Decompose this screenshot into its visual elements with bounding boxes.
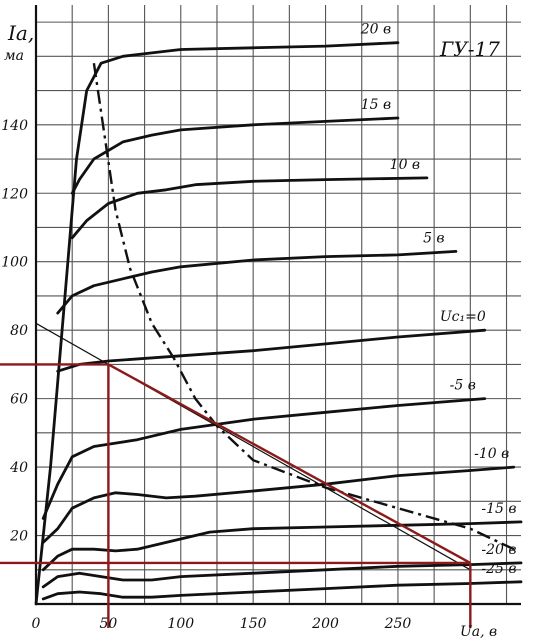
y-tick-label: 120 — [1, 186, 28, 202]
series-label: Uс₁=0 — [440, 309, 486, 325]
series-label: -15 в — [481, 501, 516, 517]
axes — [34, 5, 521, 606]
x-tick-label: 100 — [167, 616, 194, 632]
series-line — [56, 328, 487, 373]
x-tick-label: 150 — [240, 616, 267, 632]
y-axis-label: Ia, — [7, 21, 34, 45]
series-line — [34, 41, 400, 606]
y-tick-label: 20 — [9, 529, 28, 545]
series-line — [56, 250, 458, 315]
series-line — [41, 520, 523, 572]
series-line — [41, 397, 487, 520]
x-tick-label: 200 — [311, 616, 339, 632]
series-label: 20 в — [360, 22, 391, 38]
x-tick-label: 0 — [32, 616, 41, 632]
series-line — [70, 176, 429, 240]
series-label: 15 в — [361, 97, 391, 113]
y-tick-label: 80 — [10, 323, 28, 339]
y-axis-unit: ма — [4, 48, 24, 64]
x-tick-label: 250 — [384, 616, 412, 632]
dissipation-curve — [92, 63, 515, 551]
chart-title: ГУ-17 — [439, 37, 500, 61]
y-tick-label: 140 — [1, 118, 28, 134]
series-line — [41, 465, 516, 544]
y-tick-label: 100 — [1, 255, 28, 271]
series-label: 10 в — [390, 157, 420, 173]
series-label: -25 в — [481, 561, 516, 577]
x-tick-label: 50 — [99, 616, 117, 632]
x-axis-label: Ua, в — [460, 624, 497, 640]
curves — [34, 41, 523, 606]
y-tick-label: 40 — [9, 460, 28, 476]
y-tick-label: 60 — [10, 392, 28, 408]
series-label: -5 в — [450, 378, 476, 394]
labels: 0 50 100 150 200 250 20 40 60 80 100 120 140 Ia, ма Ua,… — [1, 21, 516, 640]
series-label: -10 в — [474, 446, 509, 462]
annotations — [0, 322, 472, 628]
series-line — [41, 580, 523, 601]
series-label: 5 в — [423, 230, 445, 246]
grid — [35, 5, 521, 605]
series-label: -20 в — [481, 542, 516, 558]
red-load-line — [107, 363, 471, 564]
series-line — [41, 561, 523, 589]
series-line — [70, 116, 400, 195]
